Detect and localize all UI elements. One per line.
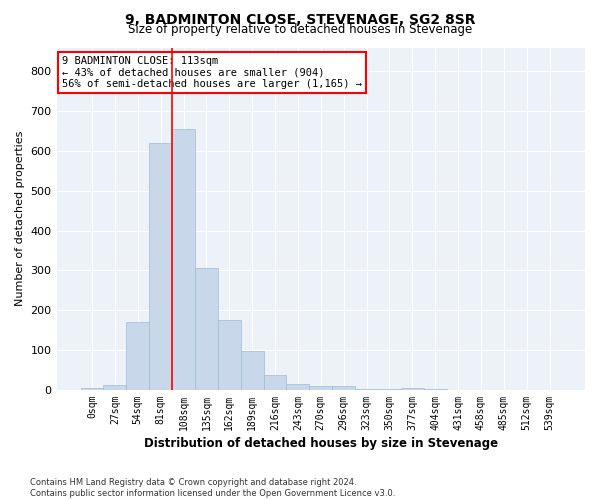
Bar [310, 386, 332, 390]
Y-axis label: Number of detached properties: Number of detached properties [15, 131, 25, 306]
Bar [263, 375, 286, 390]
Bar [424, 389, 446, 390]
Bar [103, 385, 127, 390]
Bar [286, 384, 310, 390]
Bar [401, 388, 424, 390]
Bar [195, 268, 218, 390]
Bar [149, 143, 172, 390]
Bar [218, 320, 241, 390]
Bar [355, 389, 378, 390]
Text: 9, BADMINTON CLOSE, STEVENAGE, SG2 8SR: 9, BADMINTON CLOSE, STEVENAGE, SG2 8SR [125, 12, 475, 26]
Bar [80, 388, 103, 390]
X-axis label: Distribution of detached houses by size in Stevenage: Distribution of detached houses by size … [144, 437, 498, 450]
Bar [378, 389, 401, 390]
Text: Contains HM Land Registry data © Crown copyright and database right 2024.
Contai: Contains HM Land Registry data © Crown c… [30, 478, 395, 498]
Bar [172, 129, 195, 390]
Bar [241, 351, 263, 390]
Bar [332, 386, 355, 390]
Text: Size of property relative to detached houses in Stevenage: Size of property relative to detached ho… [128, 22, 472, 36]
Bar [127, 322, 149, 390]
Text: 9 BADMINTON CLOSE: 113sqm
← 43% of detached houses are smaller (904)
56% of semi: 9 BADMINTON CLOSE: 113sqm ← 43% of detac… [62, 56, 362, 90]
